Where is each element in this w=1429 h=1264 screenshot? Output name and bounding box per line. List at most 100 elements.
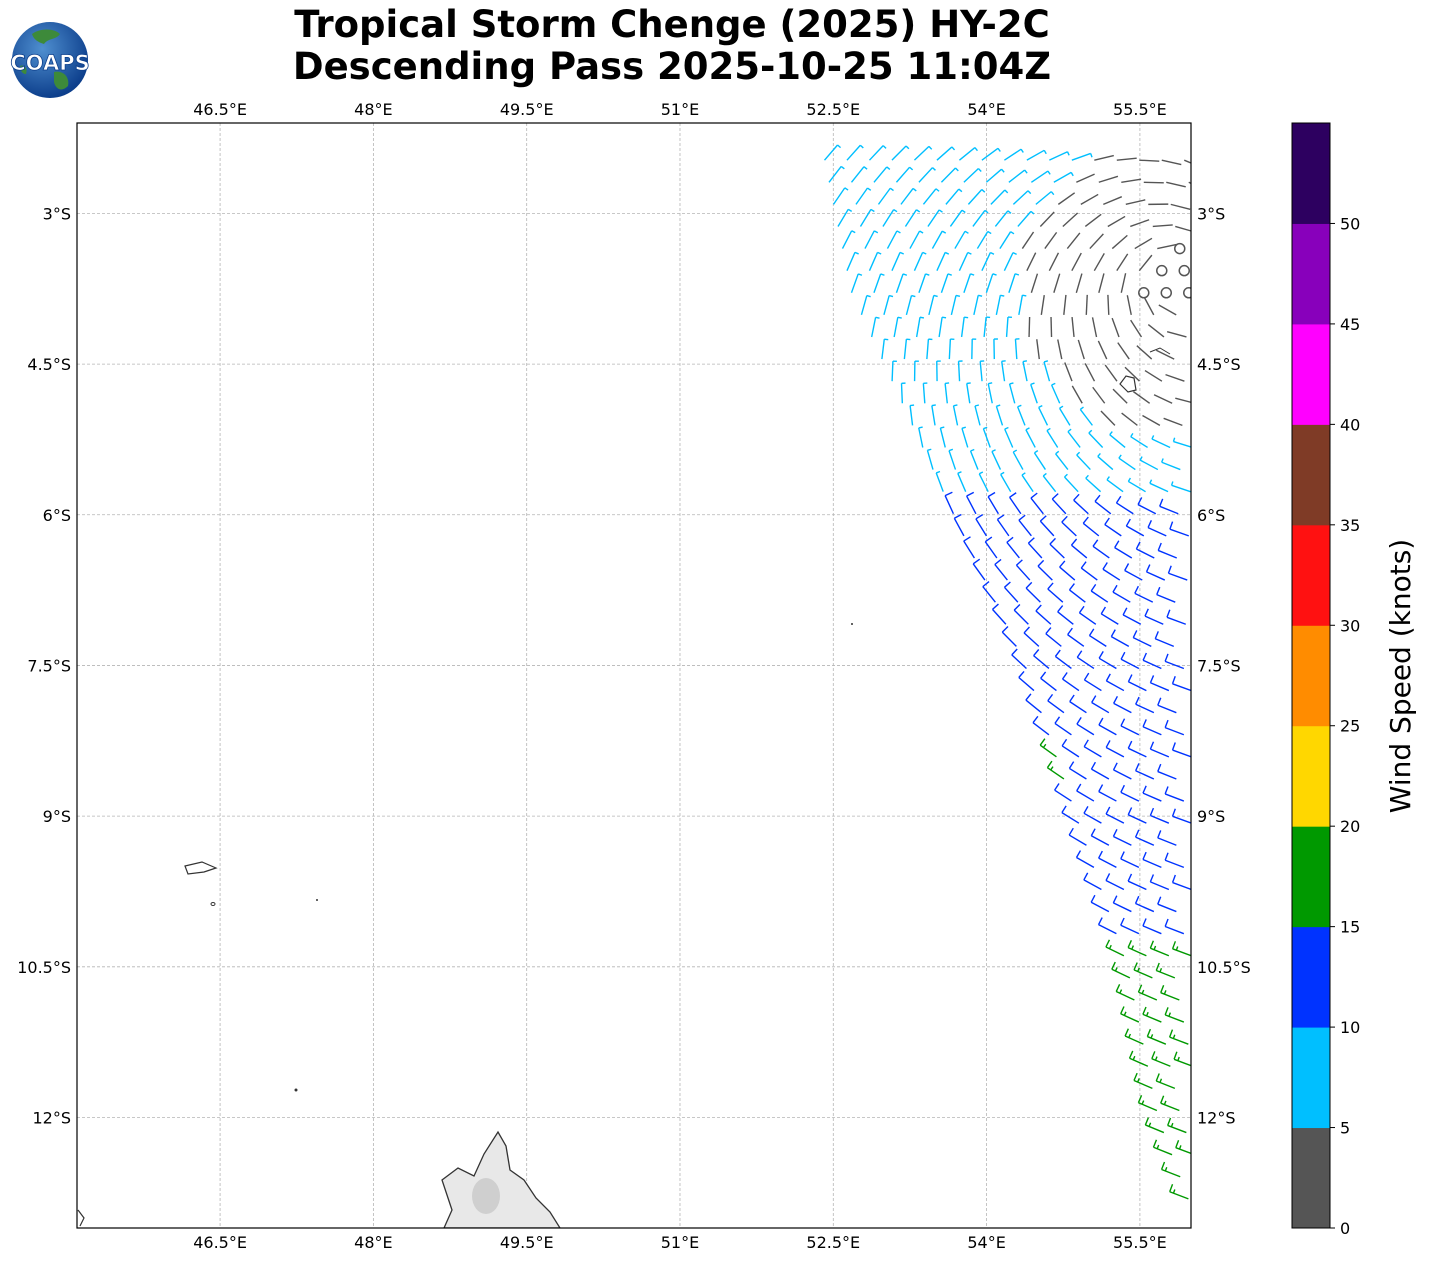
lon-tick-label-top: 46.5°E [193,100,247,119]
logo-text: COAPS [10,51,89,75]
colorbar-segment [1292,826,1330,928]
island-coast [316,899,318,901]
madagascar-coast [441,1130,561,1228]
wind-barb [926,448,934,470]
wind-barb [1098,651,1117,670]
wind-barb [855,187,872,205]
wind-barb [1075,273,1083,293]
wind-barb [1104,364,1118,382]
wind-barb [1079,406,1093,426]
wind-barb [850,166,868,183]
wind-barb [1144,1117,1165,1134]
wind-barb [1105,873,1125,891]
wind-barb [987,382,993,404]
wind-barb [1111,234,1128,250]
wind-barb [1170,481,1191,493]
wind-barb [1175,225,1191,232]
wind-barb [1082,516,1100,537]
wind-barb [1134,895,1155,913]
wind-barb [1137,1095,1158,1112]
wind-barb [1157,542,1178,559]
wind-barb [1171,808,1191,824]
wind-barb [1116,253,1129,272]
wind-barb [886,230,901,249]
wind-barb [996,514,1010,537]
wind-barb [1116,157,1137,161]
wind-barb [1130,319,1143,338]
colorbar-segment [1292,123,1330,224]
wind-barb [1138,254,1153,272]
wind-barb [1008,492,1022,515]
seychelles-coast [1149,347,1171,355]
wind-barb [1134,237,1153,250]
wind-barb [1088,429,1104,448]
title-line-1: Tropical Storm Chenge (2025) HY-2C [294,3,1050,46]
wind-barb [1091,317,1098,338]
wind-barb [1142,851,1162,869]
wind-barb [1040,671,1057,692]
wind-barb [1013,603,1029,625]
colorbar-segment [1292,1027,1330,1129]
wind-barb [1080,193,1099,205]
wind-barb [1165,373,1185,382]
wind-barb [1168,1029,1189,1045]
wind-barb [1103,196,1123,206]
wind-barb [1127,674,1147,692]
lat-tick-label-left: 4.5°S [27,355,71,374]
wind-barb [952,404,959,426]
wind-barb [1120,1006,1140,1023]
colorbar-tick-label: 0 [1340,1219,1350,1238]
wind-barb [1153,394,1173,404]
wind-barb [978,471,989,492]
wind-barb [1111,317,1120,338]
wind-barb [1094,154,1114,161]
colorbar-segment [1292,223,1330,325]
calm-wind-marker [1183,287,1191,299]
wind-barb [918,426,924,448]
wind-barb [995,294,1005,316]
wind-barb [949,209,966,227]
wind-barb [999,231,1015,249]
wind-barb [1076,173,1095,183]
wind-barb [846,144,864,161]
wind-barb [1142,719,1162,736]
wind-barb [904,209,921,227]
wind-barb [1156,586,1176,603]
wind-barb [1120,851,1140,869]
wind-barb [1152,1139,1173,1156]
wind-barb [1021,472,1034,493]
wind-barb [1004,426,1014,448]
wind-barb [922,188,940,205]
wind-barb [1026,252,1037,271]
wind-barb [950,294,961,316]
wind-barb [1045,627,1062,647]
wind-barb [935,470,944,492]
wind-barb [1022,360,1028,382]
wind-barb [1076,650,1095,670]
wind-barb [1100,606,1119,625]
wind-barb [1105,939,1125,957]
wind-barb [909,230,924,249]
lat-tick-label-right: 3°S [1197,204,1225,223]
wind-barb [1088,628,1107,647]
wind-barb [936,360,941,382]
lat-tick-label-left: 10.5°S [17,958,71,977]
wind-barb [1115,983,1135,1001]
wind-barb [1132,630,1152,647]
wind-barb [994,558,1008,581]
wind-barb [1114,540,1133,559]
wind-barb [1105,740,1125,758]
wind-barb [1120,273,1127,293]
wind-barb [1147,520,1167,537]
wind-barb [1097,917,1117,935]
wind-barb [895,273,908,294]
wind-barb [837,208,853,227]
wind-barb [982,581,996,603]
wind-barb [1127,477,1146,493]
wind-barb [1166,331,1187,338]
wind-barb [1164,786,1185,802]
wind-barb [1109,431,1126,449]
wind-barb [1050,316,1053,337]
wind-barb [846,251,859,271]
wind-barb [1171,742,1191,758]
